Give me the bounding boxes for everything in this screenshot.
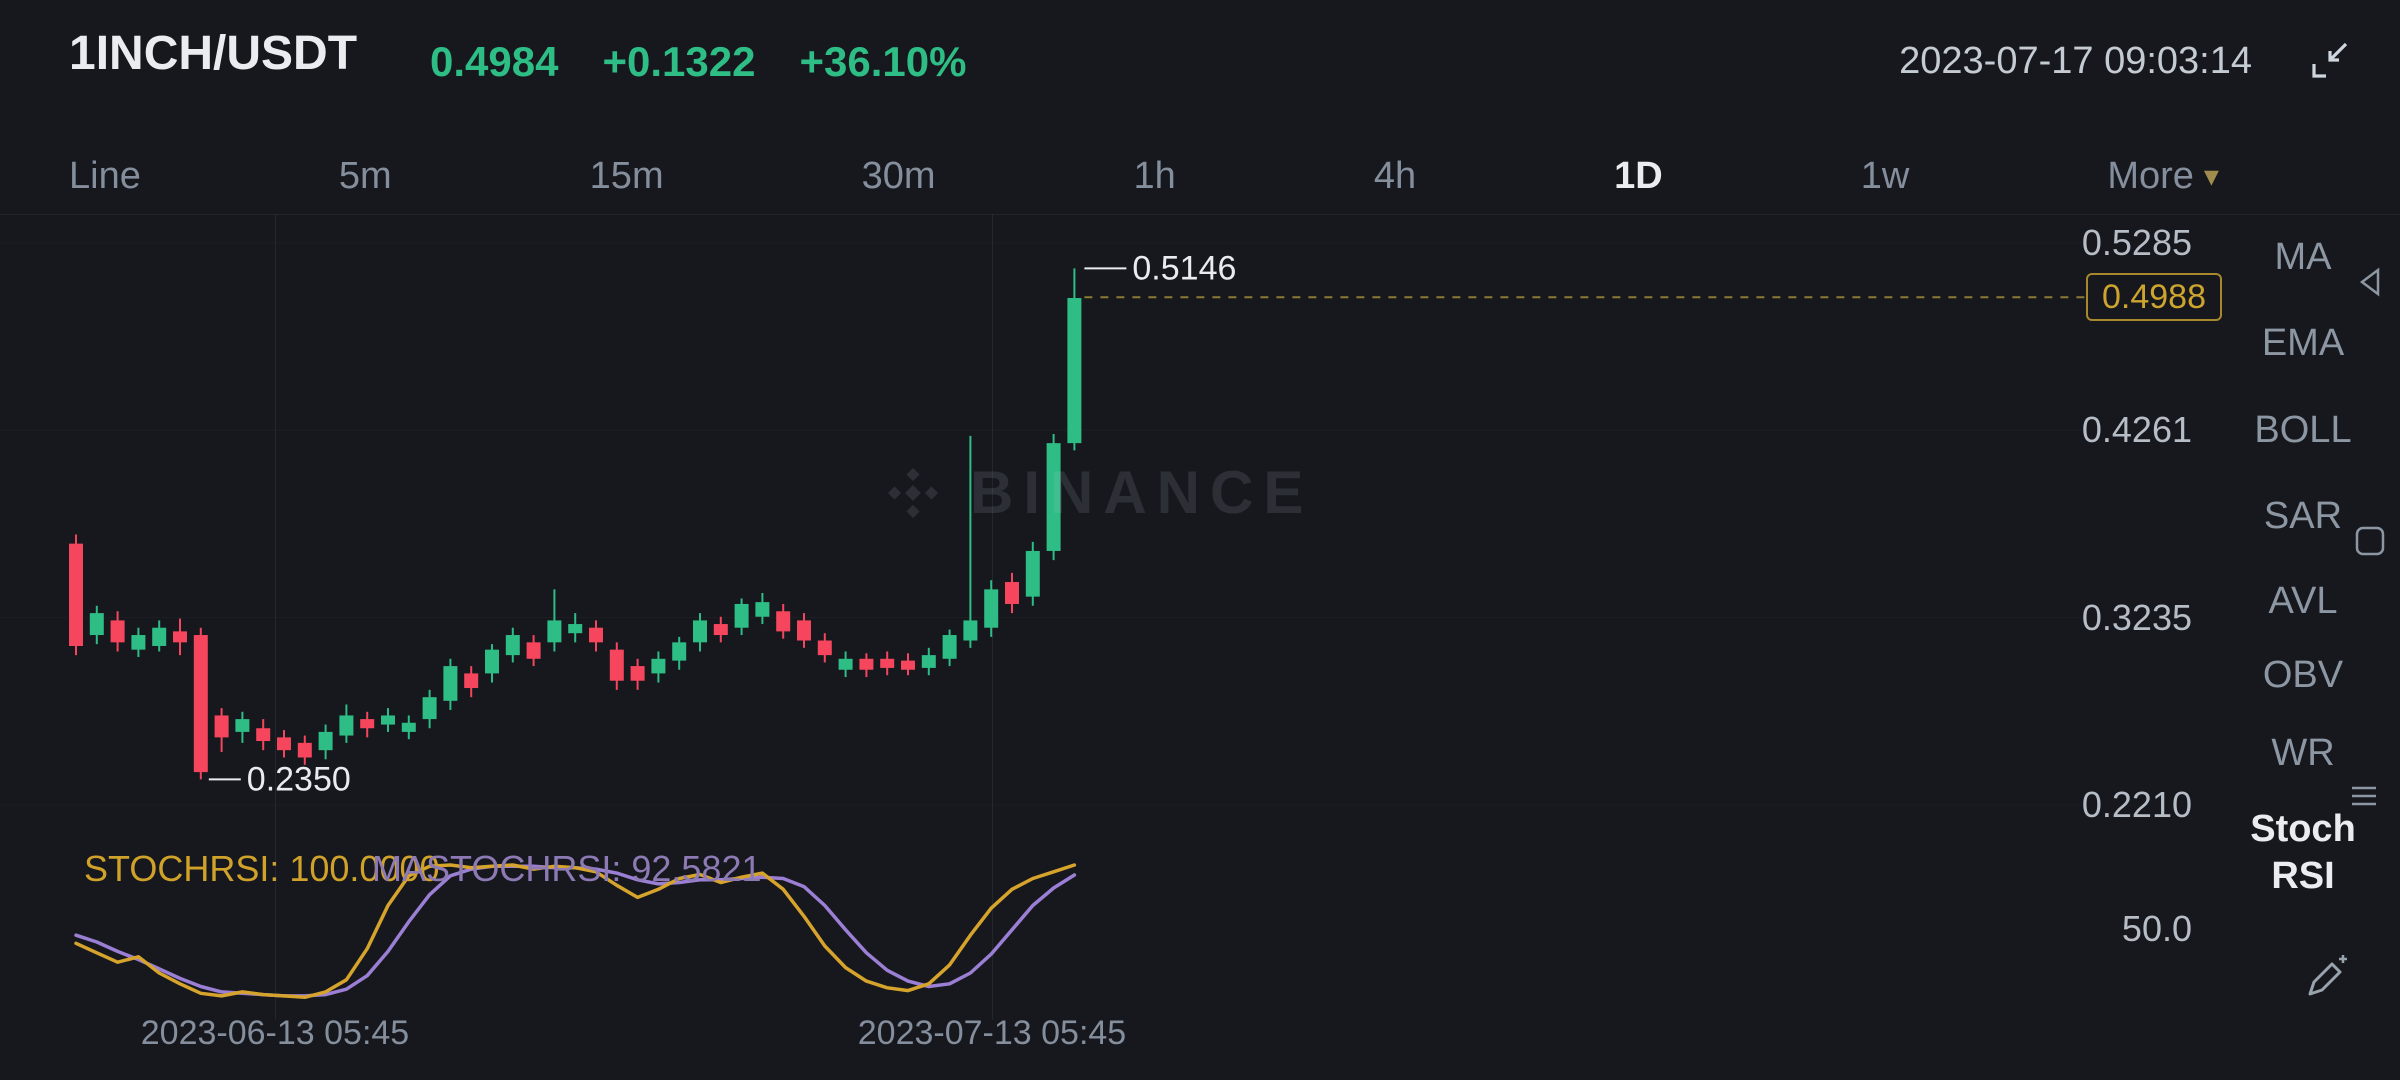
sidebar-item-ema[interactable]: EMA <box>2261 322 2345 364</box>
sidebar-item-stoch-rsi[interactable]: Stoch RSI <box>2250 808 2356 897</box>
mastochrsi-value-label: MASTOCHRSI: 92.5821 <box>372 848 762 889</box>
x-axis-label: 2023-07-13 05:45 <box>857 1014 1127 1052</box>
tabs-separator <box>0 214 2400 215</box>
tab-1d[interactable]: 1D <box>1614 154 1663 197</box>
tab-more[interactable]: More ▾ <box>2107 154 2219 197</box>
price-change: +0.1322 <box>602 38 756 85</box>
tab-line[interactable]: Line <box>69 154 141 197</box>
sidebar-item-obv[interactable]: OBV <box>2262 654 2344 696</box>
stochrsi-chart[interactable] <box>0 834 2200 1018</box>
menu-icon[interactable] <box>2344 776 2384 821</box>
tab-5m[interactable]: 5m <box>338 154 392 197</box>
tab-1h[interactable]: 1h <box>1133 154 1176 197</box>
tab-1w[interactable]: 1w <box>1860 154 1910 197</box>
price-axis-label: 0.5285 <box>2081 222 2192 263</box>
sidebar-item-avl[interactable]: AVL <box>2268 580 2338 622</box>
timeframe-tabs: Line 5m 15m 30m 1h 4h 1D 1w More ▾ <box>69 148 2219 204</box>
vertical-gridline <box>275 214 276 1020</box>
binance-watermark: BINANCE <box>880 458 1313 527</box>
symbol-title[interactable]: 1INCH/USDT <box>69 27 358 80</box>
x-axis-label: 2023-06-13 05:45 <box>140 1014 410 1052</box>
sidebar-item-wr[interactable]: WR <box>2271 732 2335 774</box>
more-caret-icon: ▾ <box>2203 159 2219 193</box>
tab-15m[interactable]: 15m <box>589 154 664 197</box>
candlestick-chart[interactable]: 0.5146 0.2350 <box>0 214 2200 834</box>
watermark-text: BINANCE <box>970 459 1314 526</box>
price-axis-label: 0.4261 <box>2081 409 2192 451</box>
high-price-annotation: 0.5146 <box>1132 249 1236 287</box>
stochrsi-value-label: STOCHRSI: 100.0000 <box>84 848 440 889</box>
low-price-annotation: 0.2350 <box>247 760 351 798</box>
sidebar-item-ma[interactable]: MA <box>2274 236 2332 278</box>
vertical-gridline <box>992 214 993 1020</box>
price-summary: 0.4984 +0.1322 +36.10% <box>430 38 966 86</box>
tab-4h[interactable]: 4h <box>1373 154 1417 197</box>
last-price: 0.4984 <box>430 38 559 85</box>
price-change-percent: +36.10% <box>799 38 967 85</box>
chart-timestamp: 2023-07-17 09:03:14 <box>1899 40 2252 82</box>
sidebar-item-boll[interactable]: BOLL <box>2254 409 2352 451</box>
binance-logo-icon <box>887 467 939 518</box>
current-price-tag: 0.4988 <box>2086 273 2222 322</box>
draw-tools-icon[interactable] <box>2296 950 2352 1011</box>
collapse-icon[interactable] <box>2306 36 2354 84</box>
indicator-mid-tick-label: 50.0 <box>2121 908 2192 949</box>
frame-icon[interactable] <box>2350 521 2390 566</box>
sidebar-item-sar[interactable]: SAR <box>2263 495 2343 537</box>
price-axis-label: 0.3235 <box>2081 596 2192 638</box>
tab-30m[interactable]: 30m <box>861 154 936 197</box>
price-axis-label: 0.2210 <box>2081 784 2192 825</box>
panel-collapse-icon[interactable] <box>2350 260 2390 309</box>
stochrsi-line <box>74 863 1077 1000</box>
